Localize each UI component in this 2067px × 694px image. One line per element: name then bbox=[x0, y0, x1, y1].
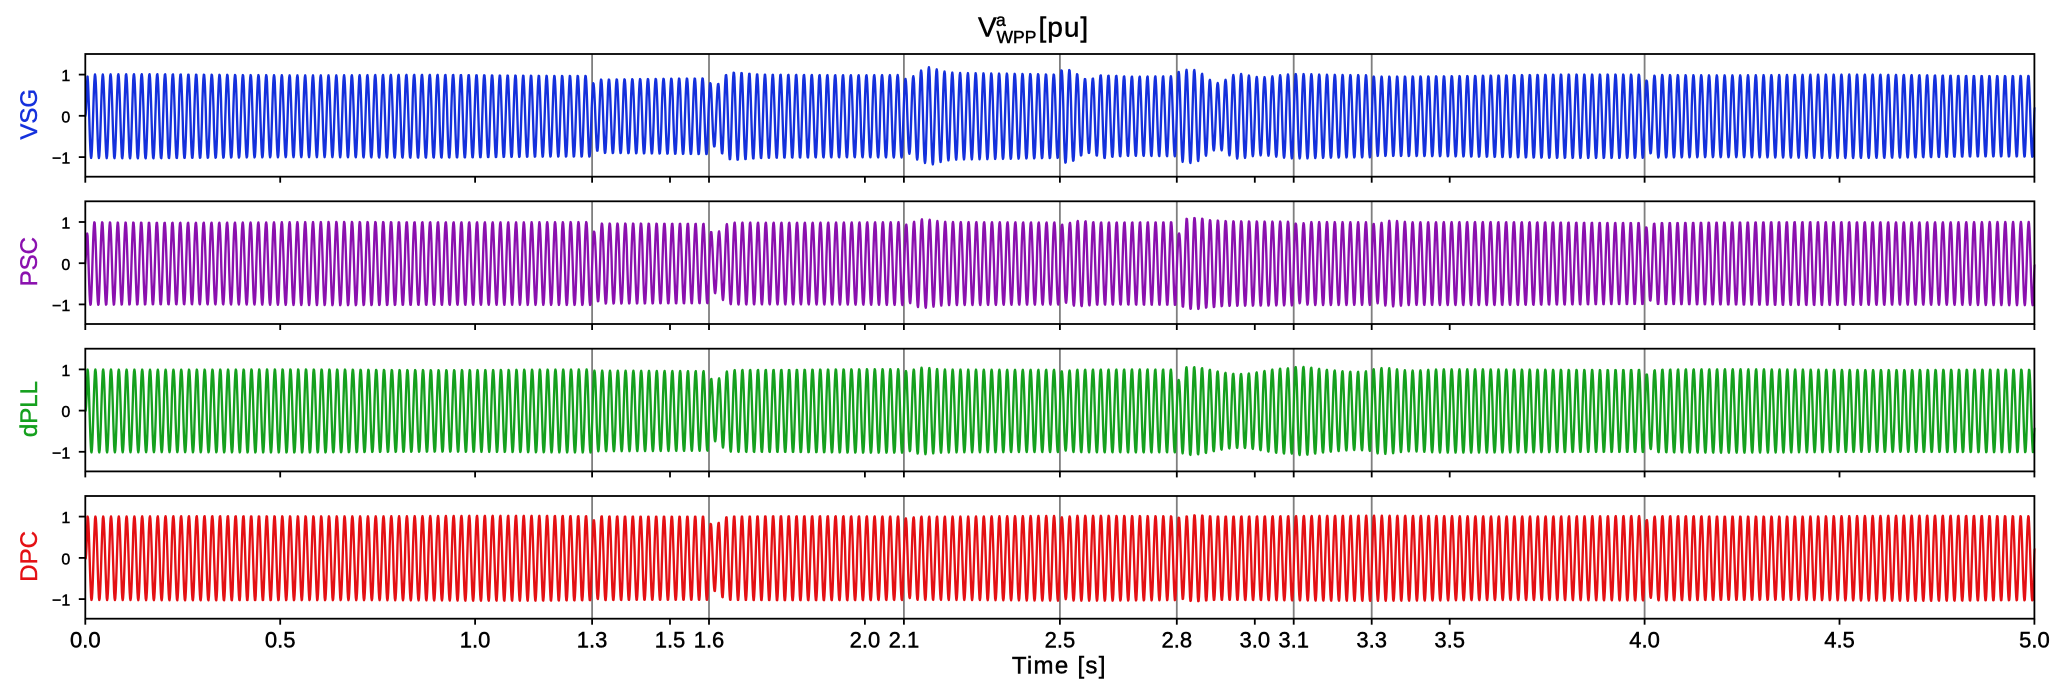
svg-text:0: 0 bbox=[61, 257, 70, 274]
svg-text:1: 1 bbox=[61, 510, 70, 527]
svg-text:0.0: 0.0 bbox=[70, 627, 101, 652]
svg-text:WPP: WPP bbox=[997, 27, 1037, 47]
svg-text:−1: −1 bbox=[52, 151, 70, 168]
svg-text:PSC: PSC bbox=[16, 237, 43, 286]
svg-text:−1: −1 bbox=[52, 593, 70, 610]
svg-text:4.0: 4.0 bbox=[1629, 627, 1660, 652]
svg-text:0: 0 bbox=[61, 552, 70, 569]
svg-text:a: a bbox=[996, 10, 1006, 30]
svg-text:0.5: 0.5 bbox=[265, 627, 296, 652]
svg-text:1: 1 bbox=[61, 363, 70, 380]
svg-text:0: 0 bbox=[61, 404, 70, 421]
svg-text:1.0: 1.0 bbox=[460, 627, 491, 652]
svg-text:DPC: DPC bbox=[16, 531, 43, 582]
svg-text:3.5: 3.5 bbox=[1434, 627, 1465, 652]
svg-text:1.6: 1.6 bbox=[694, 627, 725, 652]
svg-text:dPLL: dPLL bbox=[16, 381, 43, 437]
svg-text:2.8: 2.8 bbox=[1162, 627, 1193, 652]
svg-text:−1: −1 bbox=[52, 298, 70, 315]
svg-text:[pu]: [pu] bbox=[1039, 12, 1090, 43]
svg-text:VSG: VSG bbox=[16, 89, 43, 140]
svg-text:V: V bbox=[978, 12, 997, 43]
svg-text:3.3: 3.3 bbox=[1356, 627, 1387, 652]
svg-text:1.5: 1.5 bbox=[655, 627, 686, 652]
svg-text:5.0: 5.0 bbox=[2019, 627, 2050, 652]
svg-text:3.1: 3.1 bbox=[1278, 627, 1309, 652]
svg-text:Time [s]: Time [s] bbox=[1012, 652, 1107, 679]
svg-text:3.0: 3.0 bbox=[1240, 627, 1271, 652]
svg-text:2.0: 2.0 bbox=[850, 627, 881, 652]
svg-text:1.3: 1.3 bbox=[577, 627, 608, 652]
svg-text:−1: −1 bbox=[52, 445, 70, 462]
svg-text:2.1: 2.1 bbox=[889, 627, 920, 652]
svg-text:1: 1 bbox=[61, 216, 70, 233]
svg-text:1: 1 bbox=[61, 68, 70, 85]
svg-text:0: 0 bbox=[61, 109, 70, 126]
svg-text:4.5: 4.5 bbox=[1824, 627, 1855, 652]
svg-text:2.5: 2.5 bbox=[1045, 627, 1076, 652]
